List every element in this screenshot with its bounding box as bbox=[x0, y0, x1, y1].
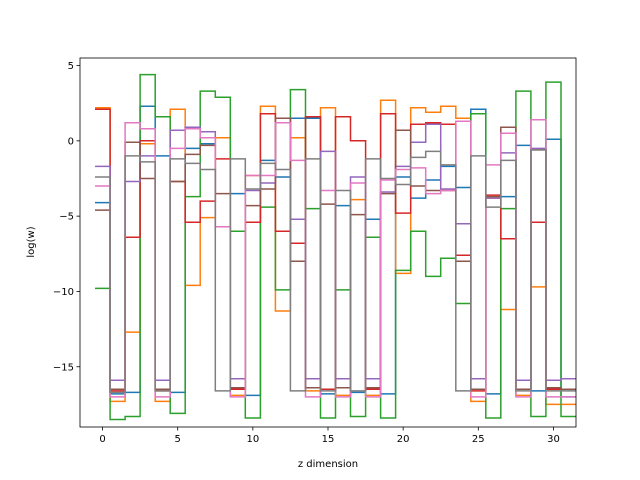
x-tick-label: 15 bbox=[322, 434, 335, 445]
x-tick-label: 10 bbox=[246, 434, 259, 445]
y-tick-label: 0 bbox=[68, 136, 74, 147]
y-tick-label: −5 bbox=[59, 212, 74, 223]
x-tick-label: 0 bbox=[99, 434, 105, 445]
x-axis-ticks: 0 5 10 15 20 25 30 bbox=[99, 427, 560, 445]
y-tick-label: −15 bbox=[53, 362, 74, 373]
y-tick-label: 5 bbox=[68, 61, 74, 72]
y-tick-label: −10 bbox=[53, 287, 74, 298]
plot-area bbox=[80, 58, 576, 427]
x-tick-label: 20 bbox=[397, 434, 410, 445]
x-axis-label: z dimension bbox=[298, 459, 358, 470]
x-tick-label: 25 bbox=[472, 434, 485, 445]
y-axis-label: log(w) bbox=[26, 226, 37, 257]
series-layer bbox=[95, 73, 576, 421]
series-line-7 bbox=[95, 149, 576, 394]
x-tick-label: 30 bbox=[547, 434, 560, 445]
y-axis-ticks: 5 0 −5 −10 −15 bbox=[53, 61, 80, 373]
x-tick-label: 5 bbox=[175, 434, 181, 445]
